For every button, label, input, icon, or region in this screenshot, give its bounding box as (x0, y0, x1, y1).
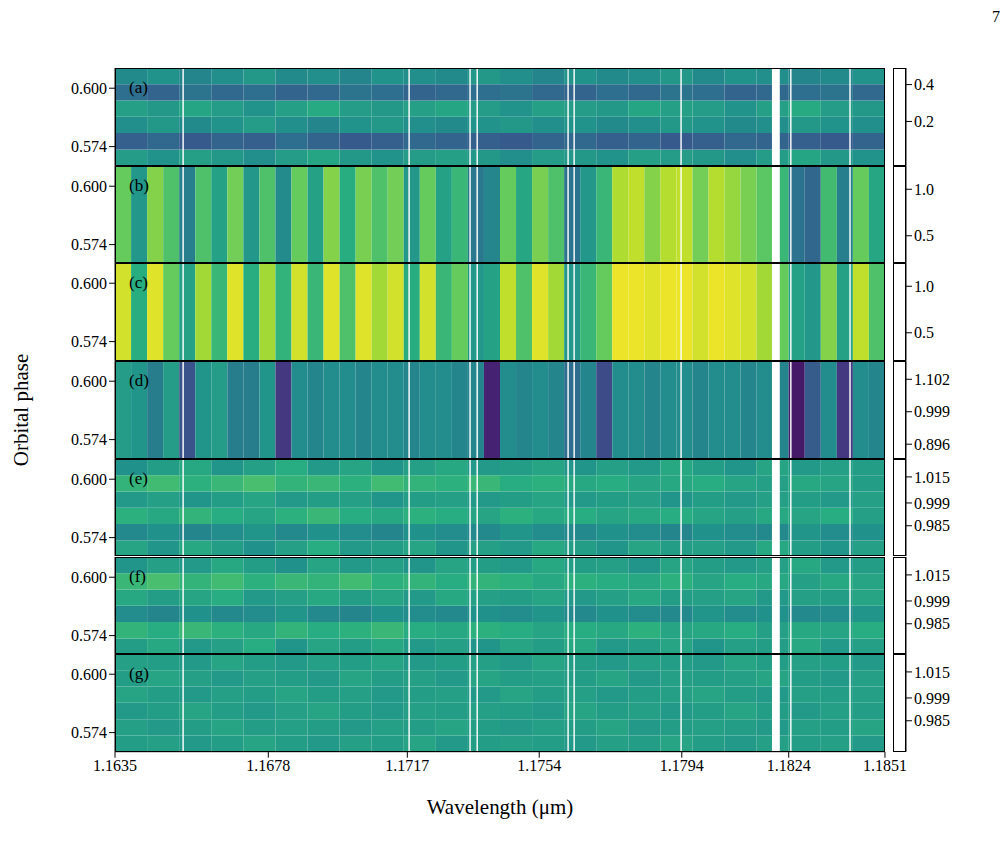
svg-text:0.574: 0.574 (71, 334, 107, 351)
svg-text:1.0: 1.0 (914, 181, 934, 198)
svg-text:0.5: 0.5 (914, 227, 934, 244)
svg-text:1.1824: 1.1824 (767, 757, 811, 774)
svg-text:0.574: 0.574 (71, 724, 107, 741)
svg-text:1.0: 1.0 (914, 278, 934, 295)
svg-text:1.1635: 1.1635 (93, 757, 137, 774)
svg-text:1.1717: 1.1717 (385, 757, 429, 774)
html-text:Orbital phase: Orbital phase (9, 353, 33, 467)
svg-text:1.1851: 1.1851 (863, 757, 907, 774)
svg-text:0.600: 0.600 (71, 666, 107, 683)
html-text:(c): (c) (129, 273, 148, 293)
svg-text:1.1794: 1.1794 (660, 757, 704, 774)
svg-text:0.985: 0.985 (914, 517, 950, 534)
html-text:7: 7 (992, 8, 1000, 25)
html-text:(b): (b) (129, 175, 149, 195)
svg-text:0.999: 0.999 (914, 592, 950, 609)
svg-text:0.574: 0.574 (71, 236, 107, 253)
html-text:(d): (d) (129, 371, 149, 391)
svg-text:0.600: 0.600 (71, 471, 107, 488)
svg-text:0.896: 0.896 (914, 436, 950, 453)
svg-text:0.4: 0.4 (914, 76, 934, 93)
html-text:(a): (a) (129, 78, 148, 97)
svg-text:0.574: 0.574 (71, 138, 107, 155)
svg-text:0.574: 0.574 (71, 529, 107, 546)
svg-text:0.985: 0.985 (914, 713, 950, 730)
svg-text:0.600: 0.600 (71, 568, 107, 585)
svg-text:1.015: 1.015 (914, 468, 950, 485)
svg-text:0.600: 0.600 (71, 275, 107, 292)
svg-text:0.999: 0.999 (914, 494, 950, 511)
svg-text:0.999: 0.999 (914, 690, 950, 707)
svg-text:1.015: 1.015 (914, 566, 950, 583)
svg-text:1.102: 1.102 (914, 371, 950, 388)
html-text:(e): (e) (129, 468, 148, 488)
svg-text:1.1754: 1.1754 (517, 757, 561, 774)
svg-text:Wavelength (μm): Wavelength (μm) (427, 795, 574, 819)
html-text:(g): (g) (129, 664, 149, 684)
svg-text:0.600: 0.600 (71, 373, 107, 390)
html-text:(f): (f) (129, 566, 146, 586)
svg-text:0.574: 0.574 (71, 431, 107, 448)
svg-text:0.574: 0.574 (71, 627, 107, 644)
svg-text:0.600: 0.600 (71, 178, 107, 195)
svg-text:0.2: 0.2 (914, 113, 934, 130)
svg-text:0.5: 0.5 (914, 325, 934, 342)
svg-text:1.1678: 1.1678 (246, 757, 290, 774)
svg-text:0.600: 0.600 (71, 80, 107, 97)
svg-text:0.985: 0.985 (914, 615, 950, 632)
svg-text:0.999: 0.999 (914, 404, 950, 421)
svg-text:1.015: 1.015 (914, 664, 950, 681)
